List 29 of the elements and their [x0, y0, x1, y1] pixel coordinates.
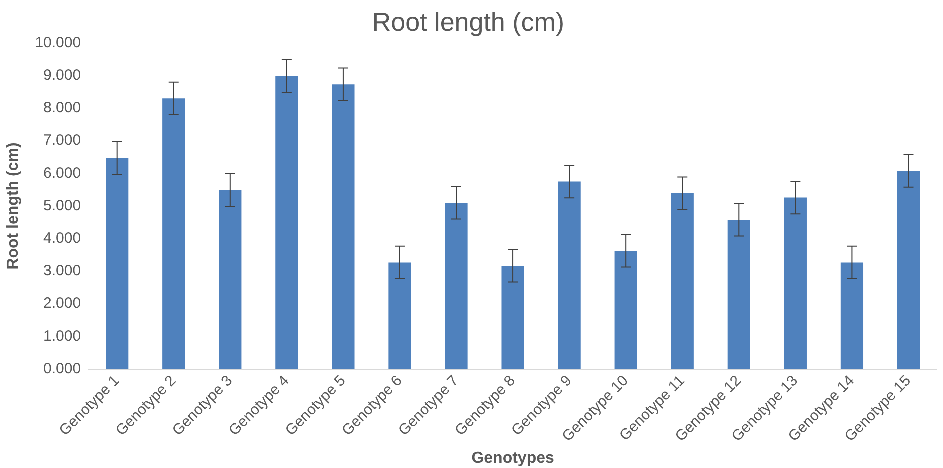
- y-tick-label: 1.000: [44, 328, 82, 345]
- bar: [276, 76, 298, 370]
- bar: [840, 262, 864, 370]
- bar: [162, 98, 186, 370]
- y-axis-title: Root length (cm): [5, 142, 22, 270]
- y-tick-label: 0.000: [44, 360, 82, 378]
- y-tick-label: 4.000: [44, 230, 82, 248]
- bar: [728, 220, 750, 370]
- y-tick-label: 8.000: [44, 100, 82, 117]
- bar: [388, 262, 412, 370]
- bar: [897, 171, 920, 370]
- bar: [219, 190, 242, 370]
- y-tick-label: 5.000: [44, 197, 82, 214]
- chart-title: Root length (cm): [372, 6, 565, 37]
- bar: [502, 266, 524, 370]
- y-tick-label: 7.000: [44, 132, 82, 150]
- bar: [558, 182, 581, 370]
- bar: [332, 84, 355, 370]
- y-tick-label: 9.000: [44, 66, 82, 84]
- bar: [445, 203, 468, 370]
- y-tick-label: 10.000: [35, 34, 82, 52]
- bar: [106, 158, 129, 370]
- y-tick-label: 6.000: [44, 164, 82, 182]
- bar: [671, 194, 694, 370]
- bar: [614, 250, 638, 370]
- y-tick-label: 3.000: [44, 262, 82, 280]
- y-tick-label: 2.000: [44, 295, 82, 312]
- bar: [784, 198, 807, 370]
- x-axis-title: Genotypes: [472, 450, 554, 467]
